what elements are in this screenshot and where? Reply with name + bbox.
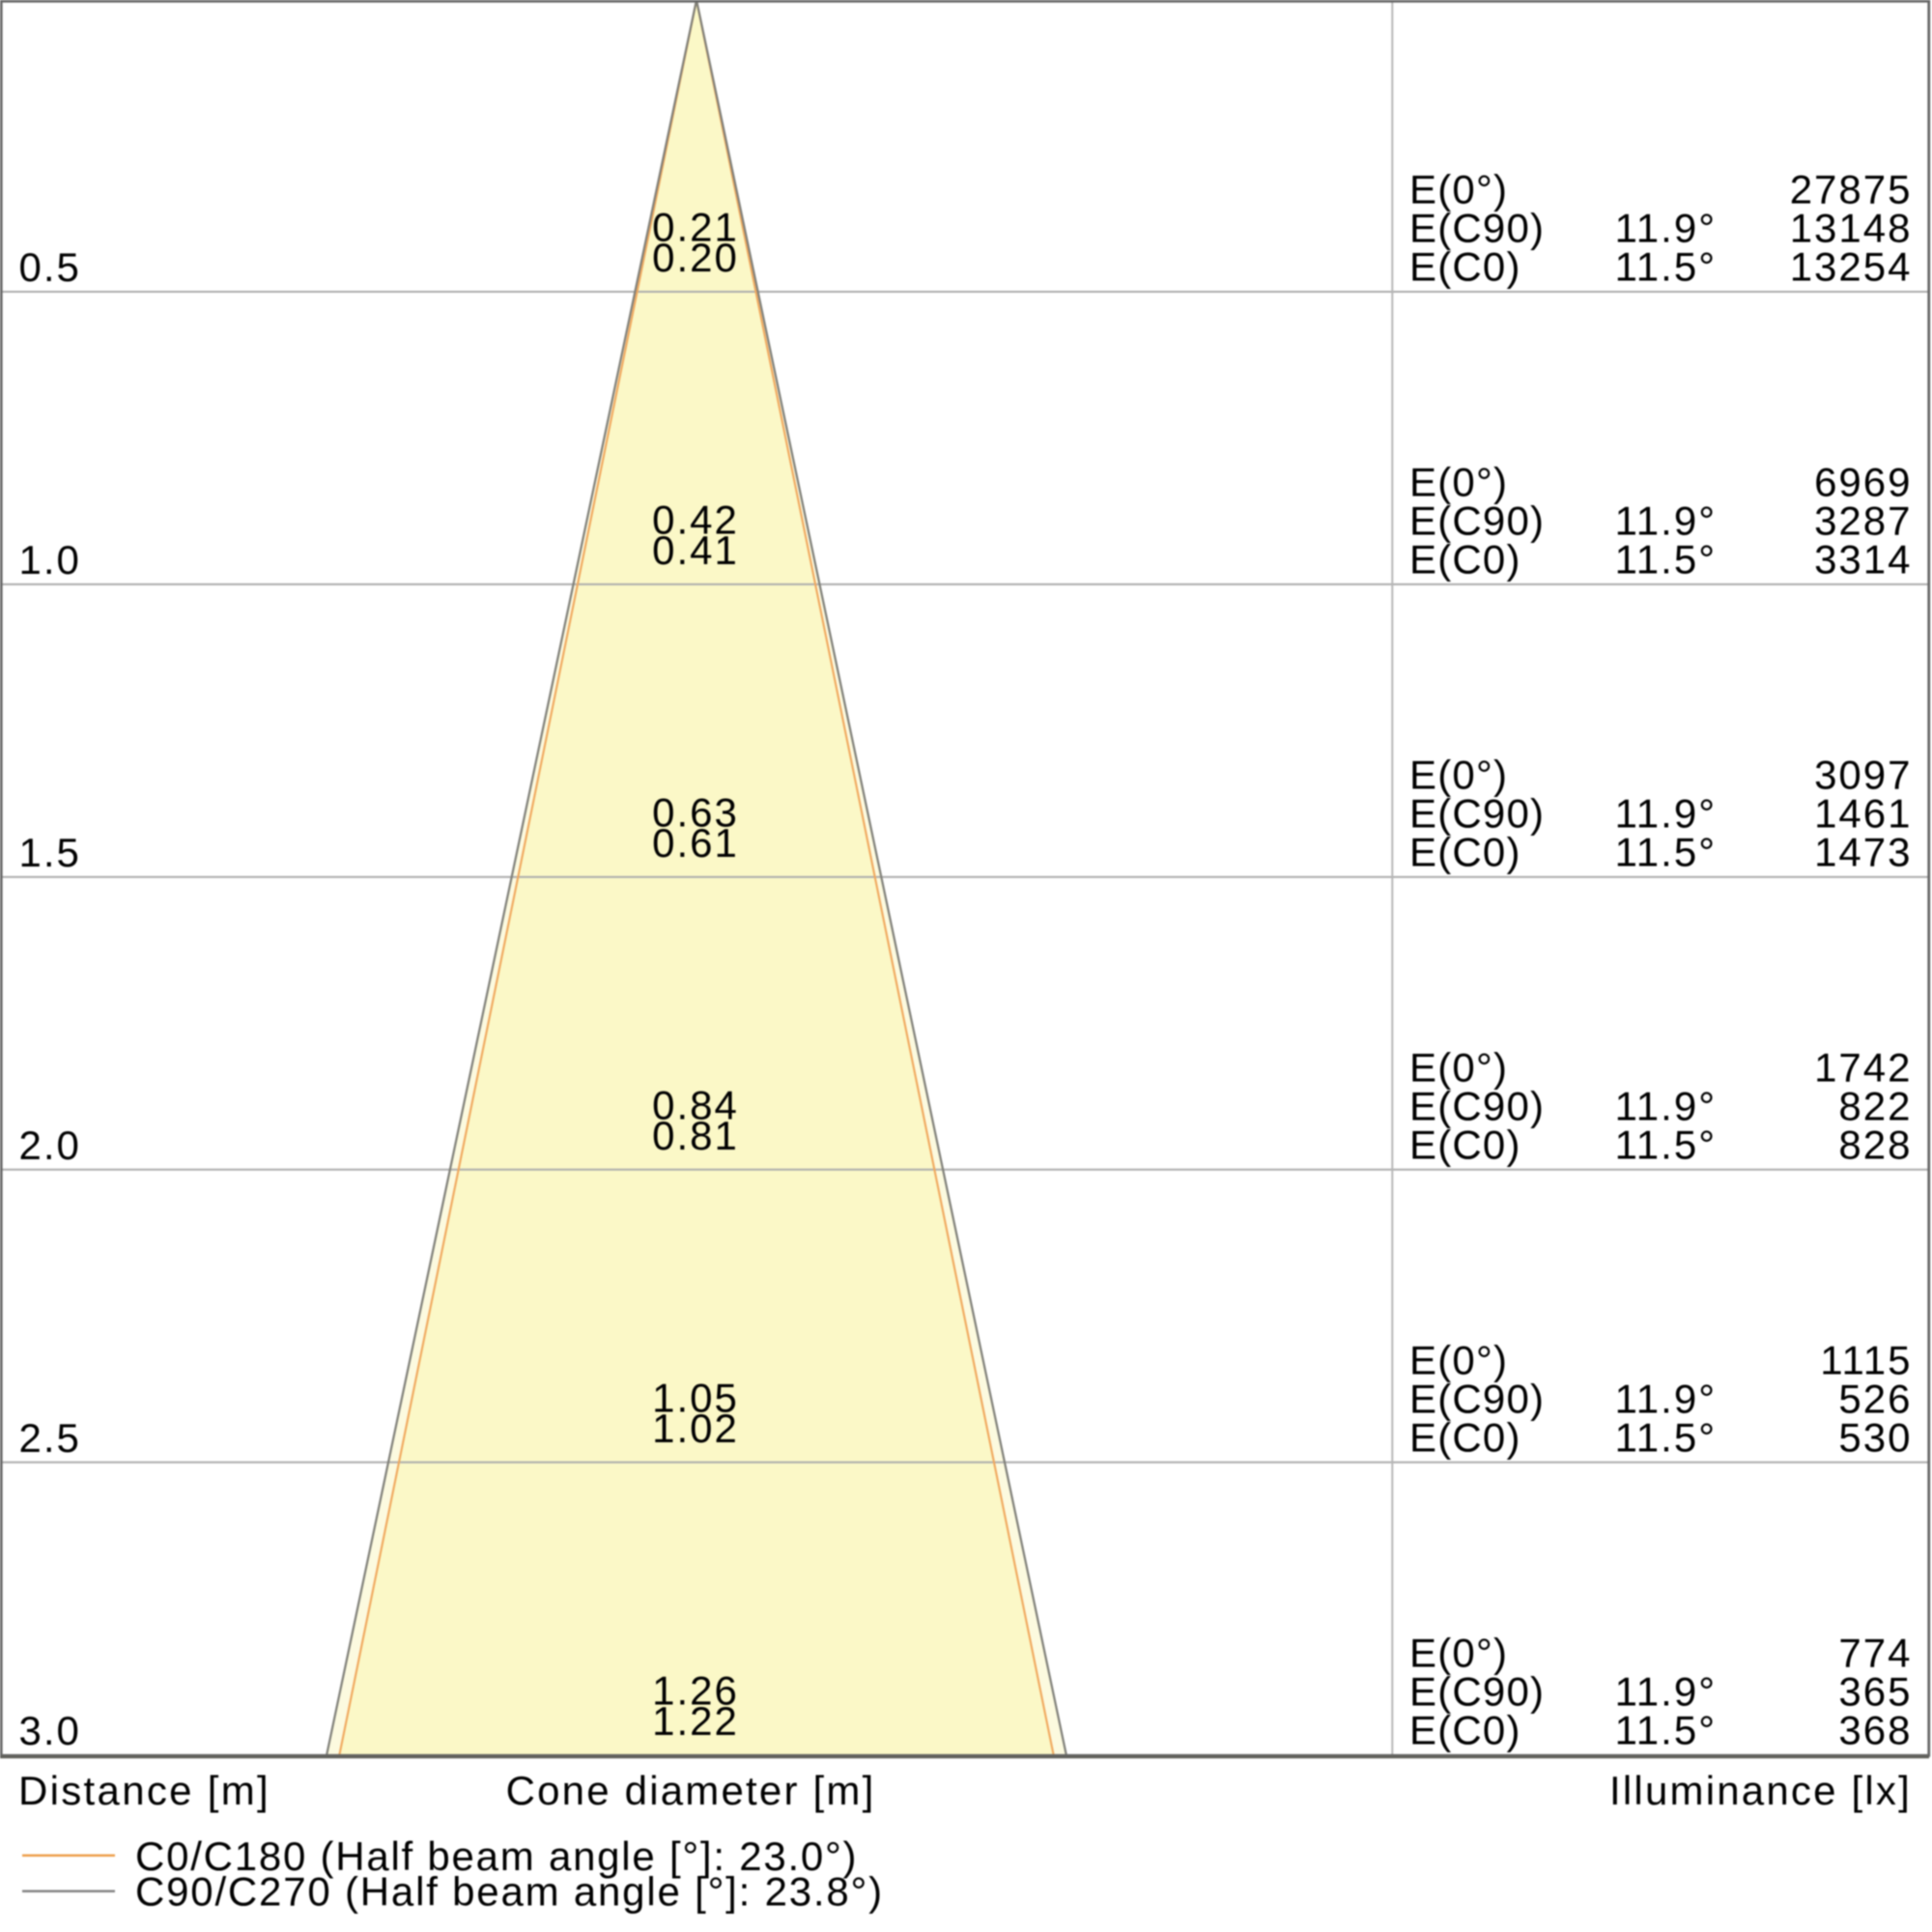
svg-text:E(C0): E(C0) [1409, 244, 1521, 290]
svg-text:0.81: 0.81 [652, 1113, 739, 1158]
svg-text:828: 828 [1838, 1122, 1912, 1167]
svg-text:1.0: 1.0 [19, 537, 81, 582]
svg-text:822: 822 [1838, 1083, 1912, 1128]
svg-text:530: 530 [1838, 1414, 1912, 1460]
svg-text:3287: 3287 [1814, 497, 1912, 543]
svg-text:E(C0): E(C0) [1409, 1122, 1521, 1167]
svg-text:E(C90): E(C90) [1409, 1376, 1545, 1421]
svg-text:11.5°: 11.5° [1615, 1707, 1717, 1752]
svg-text:0.5: 0.5 [19, 244, 81, 290]
svg-text:11.5°: 11.5° [1615, 536, 1717, 582]
svg-text:774: 774 [1838, 1630, 1912, 1675]
svg-text:11.9°: 11.9° [1615, 1668, 1717, 1714]
svg-text:11.9°: 11.9° [1615, 790, 1717, 836]
svg-text:1.26: 1.26 [652, 1667, 739, 1713]
svg-text:368: 368 [1838, 1707, 1912, 1752]
svg-text:13254: 13254 [1790, 244, 1913, 290]
svg-text:1.02: 1.02 [652, 1406, 739, 1451]
svg-text:E(C90): E(C90) [1409, 1083, 1545, 1128]
svg-text:365: 365 [1838, 1668, 1912, 1714]
svg-text:C90/C270 (Half beam angle [°]:: C90/C270 (Half beam angle [°]: 23.8°) [135, 1868, 884, 1914]
svg-text:E(0°): E(0°) [1409, 1337, 1508, 1382]
svg-text:2.0: 2.0 [19, 1122, 81, 1168]
svg-text:1115: 1115 [1820, 1337, 1912, 1382]
svg-text:0.21: 0.21 [652, 205, 739, 250]
svg-text:E(0°): E(0°) [1409, 459, 1508, 504]
svg-text:11.9°: 11.9° [1615, 497, 1717, 543]
svg-text:3097: 3097 [1814, 752, 1912, 797]
svg-text:E(0°): E(0°) [1409, 1044, 1508, 1090]
svg-text:1.05: 1.05 [652, 1375, 739, 1420]
svg-text:E(C90): E(C90) [1409, 1668, 1545, 1714]
svg-text:11.9°: 11.9° [1615, 206, 1717, 251]
svg-text:E(C90): E(C90) [1409, 497, 1545, 543]
svg-text:Cone diameter [m]: Cone diameter [m] [506, 1768, 876, 1813]
svg-text:6969: 6969 [1814, 459, 1912, 504]
svg-text:C0/C180 (Half beam angle [°]:: C0/C180 (Half beam angle [°]: 23.0°) [135, 1833, 858, 1879]
svg-text:E(C0): E(C0) [1409, 536, 1521, 582]
svg-text:13148: 13148 [1790, 206, 1913, 251]
svg-text:0.42: 0.42 [652, 497, 739, 543]
svg-text:526: 526 [1838, 1376, 1912, 1421]
svg-text:11.9°: 11.9° [1615, 1083, 1717, 1128]
svg-text:E(C0): E(C0) [1409, 1707, 1521, 1752]
svg-text:Distance [m]: Distance [m] [18, 1768, 270, 1813]
svg-text:E(C90): E(C90) [1409, 790, 1545, 836]
svg-text:0.61: 0.61 [652, 820, 739, 866]
svg-text:1742: 1742 [1814, 1044, 1912, 1090]
svg-text:1473: 1473 [1814, 829, 1912, 874]
svg-text:11.5°: 11.5° [1615, 1414, 1717, 1460]
svg-text:0.84: 0.84 [652, 1082, 739, 1127]
svg-text:0.20: 0.20 [652, 235, 739, 280]
svg-text:1.22: 1.22 [652, 1698, 739, 1744]
svg-text:E(0°): E(0°) [1409, 167, 1508, 213]
svg-text:Illuminance [lx]: Illuminance [lx] [1609, 1768, 1912, 1813]
svg-text:3.0: 3.0 [19, 1708, 81, 1753]
svg-text:2.5: 2.5 [19, 1415, 81, 1461]
svg-text:11.9°: 11.9° [1615, 1376, 1717, 1421]
svg-text:11.5°: 11.5° [1615, 829, 1717, 874]
svg-text:0.41: 0.41 [652, 527, 739, 573]
svg-text:E(C0): E(C0) [1409, 829, 1521, 874]
svg-text:3314: 3314 [1814, 536, 1912, 582]
svg-text:E(0°): E(0°) [1409, 1630, 1508, 1675]
svg-text:11.5°: 11.5° [1615, 1122, 1717, 1167]
svg-text:1461: 1461 [1814, 790, 1912, 836]
svg-text:27875: 27875 [1790, 167, 1913, 213]
svg-text:1.5: 1.5 [19, 830, 81, 875]
svg-text:0.63: 0.63 [652, 790, 739, 836]
svg-text:11.5°: 11.5° [1615, 244, 1717, 290]
svg-text:E(C0): E(C0) [1409, 1414, 1521, 1460]
svg-text:E(0°): E(0°) [1409, 752, 1508, 797]
svg-text:E(C90): E(C90) [1409, 206, 1545, 251]
